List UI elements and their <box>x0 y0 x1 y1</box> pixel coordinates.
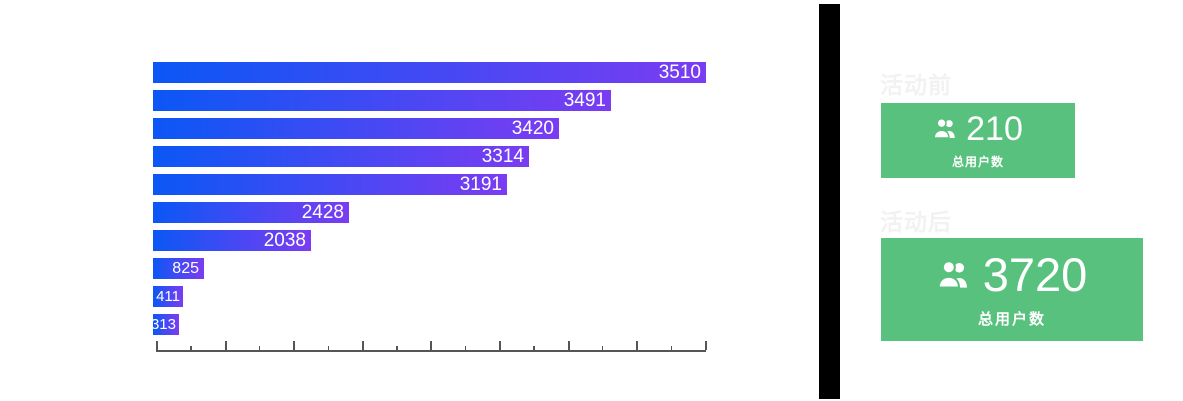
bar-row[interactable]: 3191 <box>153 174 507 195</box>
x-axis <box>156 340 707 352</box>
kpi-caption: 总用户数 <box>951 154 1004 169</box>
axis-tick <box>499 341 501 350</box>
bar-row[interactable]: 313 <box>150 314 179 335</box>
bar-row[interactable]: 3314 <box>153 146 529 167</box>
bar-value-label: 411 <box>156 288 180 305</box>
users-icon <box>937 259 967 289</box>
bar-value-label: 3191 <box>459 173 502 195</box>
axis-tick <box>258 346 261 350</box>
bar-row[interactable]: 2038 <box>153 230 311 251</box>
kpi-value: 3720 <box>982 247 1088 301</box>
bar[interactable]: 2428 <box>153 202 349 223</box>
axis-tick <box>293 341 296 350</box>
bar-value-label: 3510 <box>658 61 701 83</box>
axis-tick <box>704 341 707 350</box>
axis-tick <box>533 346 535 350</box>
kpi-card-before: 210 总用户数 <box>881 103 1075 178</box>
bar-value-label: 3420 <box>511 117 554 139</box>
axis-tick <box>327 346 329 350</box>
axis-tick <box>636 341 639 350</box>
bar[interactable]: 3191 <box>153 174 507 195</box>
bar-value-label: 313 <box>150 316 176 333</box>
axis-tick <box>190 346 192 350</box>
kpi-card-after: 3720 总用户数 <box>881 238 1143 341</box>
axis-tick <box>224 341 227 350</box>
bar-value-label: 2428 <box>301 201 344 223</box>
bar[interactable]: 3420 <box>153 118 559 139</box>
users-icon <box>933 118 955 139</box>
bar-value-label: 825 <box>172 259 199 277</box>
bar-row[interactable]: 3510 <box>153 62 706 83</box>
kpi-caption: 总用户数 <box>977 310 1046 328</box>
axis-tick <box>361 341 364 350</box>
kpi-value: 210 <box>966 109 1023 148</box>
bar[interactable]: 825 <box>153 258 204 279</box>
bar-row[interactable]: 825 <box>153 258 204 279</box>
axis-tick <box>156 341 158 350</box>
bar-row[interactable]: 2428 <box>153 202 349 223</box>
axis-tick <box>430 341 433 350</box>
bar-row[interactable]: 411 <box>153 286 183 307</box>
axis-tick <box>464 346 467 350</box>
bar[interactable]: 3491 <box>153 90 611 111</box>
bar[interactable]: 3314 <box>153 146 529 167</box>
axis-tick <box>396 346 398 350</box>
bar[interactable]: 2038 <box>153 230 311 251</box>
bar-value-label: 3314 <box>481 145 524 167</box>
bar[interactable]: 3510 <box>153 62 706 83</box>
bar-value-label: 2038 <box>263 229 306 251</box>
axis-tick <box>670 346 672 350</box>
kpi-card-top: 3720 <box>937 247 1088 301</box>
bar-row[interactable]: 3420 <box>153 118 559 139</box>
bar[interactable]: 411 <box>153 286 183 307</box>
bar-value-label: 3491 <box>563 89 606 111</box>
bar-row[interactable]: 3491 <box>153 90 611 111</box>
bar[interactable]: 313 <box>150 314 179 335</box>
horizontal-bar-chart: 3510 3491 3420 3314 3191 2428 2038 825 4… <box>150 62 707 352</box>
kpi-card-top: 210 <box>933 112 1023 146</box>
section-label-before: 活动前 <box>880 72 952 98</box>
vertical-divider <box>819 4 840 399</box>
axis-tick <box>567 341 570 350</box>
section-label-after: 活动后 <box>880 209 952 235</box>
axis-tick <box>601 346 604 350</box>
